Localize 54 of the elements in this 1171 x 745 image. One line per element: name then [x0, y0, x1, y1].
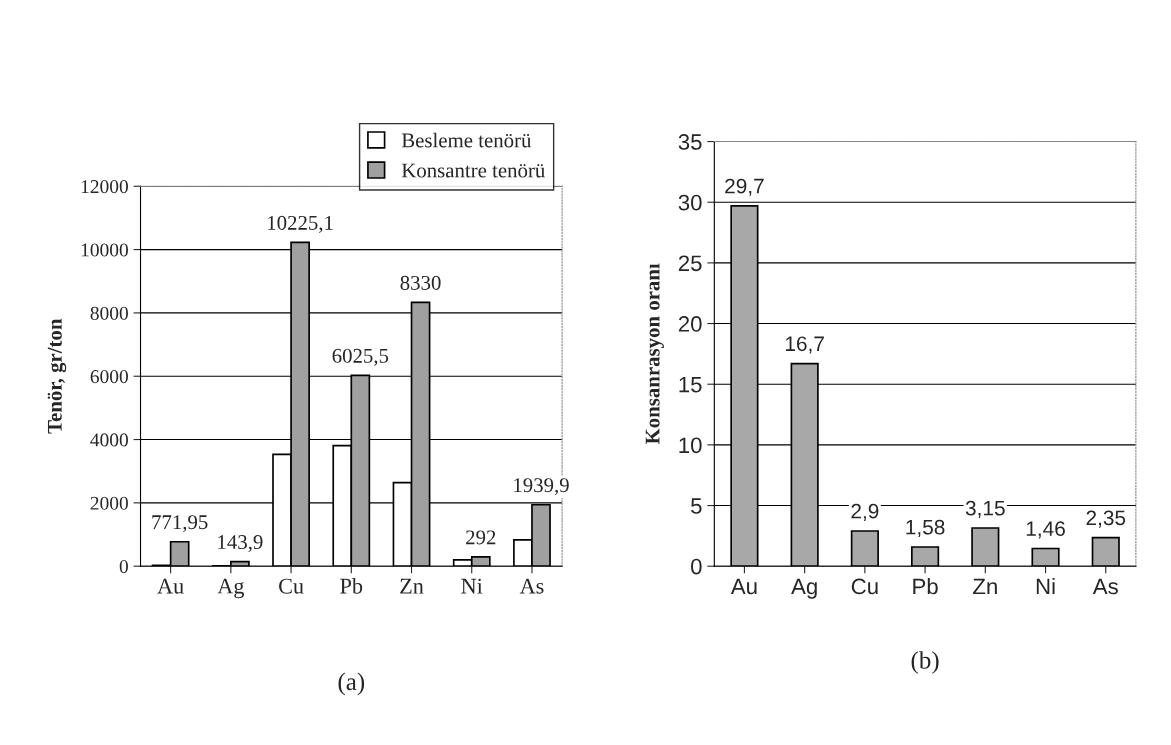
x-tick-label: As — [1092, 578, 1118, 595]
data-label: 2,35 — [1086, 510, 1126, 528]
text: (a) — [338, 672, 365, 696]
x-tick-label: Cu — [279, 578, 304, 594]
y-tick-label: 10000 — [81, 243, 128, 257]
x-tick-label: Au — [157, 578, 184, 594]
data-label: 1939,9 — [514, 478, 569, 496]
y-tick-label: 0 — [691, 558, 702, 575]
data-label: 6025,5 — [332, 348, 389, 366]
bar — [1031, 547, 1060, 567]
data-label: 2,9 — [851, 503, 879, 522]
data-label: 143,9 — [218, 535, 263, 553]
x-tick-label: Pb — [340, 578, 363, 594]
x-tick-label: Pb — [913, 578, 938, 595]
y-tick-label: 8000 — [90, 306, 128, 320]
bar — [850, 530, 879, 567]
bar — [911, 546, 940, 567]
y-tick-label: 15 — [679, 376, 702, 393]
x-tick-label: Cu — [851, 578, 878, 595]
data-label: 10225,1 — [268, 215, 333, 233]
y-axis-title: Tenör, gr/ton — [47, 318, 67, 434]
data-label: 771,95 — [152, 515, 208, 533]
x-tick-label: Zn — [400, 578, 424, 594]
data-label: 292 — [466, 530, 496, 545]
legend-label: Besleme tenörü — [401, 132, 532, 148]
data-label: 8330 — [400, 275, 441, 290]
y-tick-label: 0 — [119, 560, 128, 574]
data-label: 1,46 — [1026, 521, 1065, 539]
x-tick-label: Ni — [461, 578, 483, 594]
x-tick-label: As — [519, 578, 544, 594]
x-tick-label: Ag — [217, 578, 245, 599]
x-tick-label: Ag — [791, 578, 817, 599]
x-tick-label: Ni — [1036, 578, 1055, 595]
y-tick-label: 20 — [678, 316, 702, 332]
y-axis-title: Konsanrasyon oranı — [645, 263, 664, 445]
text: (b) — [911, 651, 939, 674]
y-tick-label: 5 — [691, 498, 702, 514]
y-tick-label: 10 — [679, 437, 702, 454]
data-label: 1,58 — [906, 519, 945, 538]
data-label: 16,7 — [785, 336, 824, 354]
data-label: 3,15 — [965, 500, 1005, 518]
y-tick-label: 2000 — [90, 496, 128, 510]
y-tick-label: 6000 — [90, 370, 128, 384]
x-tick-label: Zn — [973, 578, 997, 595]
y-tick-label: 25 — [678, 255, 702, 272]
y-tick-label: 30 — [678, 194, 702, 211]
legend-label: Konsantre tenörü — [401, 163, 545, 178]
y-tick-label: 12000 — [81, 180, 128, 194]
bar — [1091, 536, 1120, 567]
y-tick-label: 35 — [678, 134, 702, 150]
x-tick-label: Au — [730, 578, 757, 595]
data-label: 29,7 — [725, 178, 764, 196]
bar — [971, 527, 1000, 567]
y-tick-label: 4000 — [90, 433, 128, 447]
